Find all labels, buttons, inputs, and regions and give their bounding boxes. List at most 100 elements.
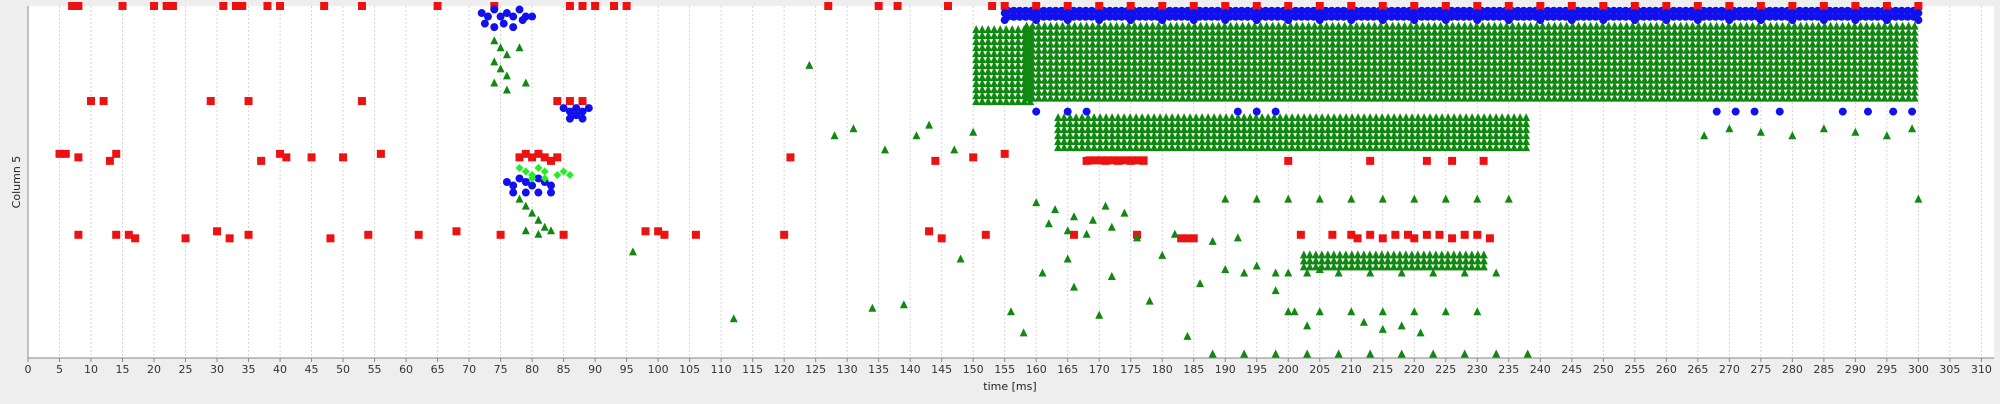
dense-point	[1252, 131, 1261, 140]
dense-point	[1166, 21, 1175, 30]
dense-point	[1574, 63, 1583, 72]
dense-point	[1574, 45, 1583, 54]
dense-point	[1556, 39, 1565, 48]
dense-point	[1148, 87, 1157, 96]
dense-point	[1766, 57, 1775, 66]
data-point	[515, 5, 524, 14]
dense-point	[1052, 93, 1061, 102]
dense-point	[1705, 6, 1714, 15]
dense-point	[1628, 63, 1637, 72]
dense-point	[1442, 51, 1451, 60]
dense-point	[1126, 119, 1135, 128]
dense-point	[1556, 93, 1565, 102]
dense-point	[1424, 21, 1433, 30]
dense-point	[1226, 45, 1235, 54]
dense-point	[1327, 6, 1336, 15]
dense-point	[1688, 27, 1697, 36]
dense-point	[1462, 113, 1471, 122]
dense-point	[1226, 33, 1235, 42]
dense-point	[1880, 81, 1889, 90]
dense-point	[1694, 87, 1703, 96]
dense-point	[1046, 45, 1055, 54]
dense-point	[1694, 51, 1703, 60]
dense-point	[1394, 63, 1403, 72]
data-point	[1070, 230, 1079, 239]
data-point	[950, 145, 959, 154]
dense-point	[1358, 63, 1367, 72]
data-point	[969, 127, 978, 136]
dense-point	[1814, 45, 1823, 54]
dense-point	[1412, 27, 1421, 36]
dense-point	[1396, 137, 1405, 146]
dense-point	[1156, 113, 1165, 122]
points-layer	[55, 2, 1923, 358]
dense-point	[1364, 81, 1373, 90]
x-tick-label: 285	[1813, 363, 1834, 376]
data-point	[1788, 131, 1797, 140]
dense-point	[1118, 87, 1127, 96]
dense-point	[1586, 57, 1595, 66]
dense-point	[1495, 6, 1504, 15]
data-point	[1221, 16, 1230, 25]
data-point	[1000, 9, 1009, 18]
dense-point	[1645, 6, 1654, 15]
dense-point	[1820, 69, 1829, 78]
dense-point	[1226, 21, 1235, 30]
data-point	[1101, 156, 1110, 165]
dense-point	[1766, 39, 1775, 48]
dense-point	[1034, 39, 1043, 48]
dense-point	[1268, 27, 1277, 36]
dense-point	[1144, 113, 1153, 122]
data-point	[1630, 2, 1639, 10]
dense-point	[1250, 21, 1259, 30]
dense-point	[1184, 45, 1193, 54]
dense-point	[1784, 51, 1793, 60]
data-point	[1284, 268, 1293, 277]
dense-point	[1664, 93, 1673, 102]
dense-point	[1520, 93, 1529, 102]
data-point	[1353, 234, 1362, 243]
dense-point	[972, 73, 981, 82]
dense-point	[1198, 131, 1207, 140]
dense-point	[1304, 87, 1313, 96]
dense-point	[1121, 156, 1130, 165]
dense-point	[1598, 81, 1607, 90]
dense-point	[1258, 131, 1267, 140]
dense-point	[1268, 21, 1277, 30]
dense-point	[1316, 81, 1325, 90]
dense-point	[1207, 6, 1216, 15]
dense-point	[1180, 137, 1189, 146]
dense-point	[1028, 21, 1037, 30]
dense-point	[1378, 125, 1387, 134]
dense-point	[1465, 6, 1474, 15]
dense-point	[1052, 51, 1061, 60]
dense-point	[1072, 143, 1081, 152]
dense-point	[1316, 57, 1325, 66]
dense-point	[1700, 51, 1709, 60]
data-point	[1063, 16, 1072, 25]
dense-point	[1544, 39, 1553, 48]
dense-point	[1544, 69, 1553, 78]
dense-point	[1514, 63, 1523, 72]
dense-point	[1076, 33, 1085, 42]
dense-point	[978, 43, 987, 52]
dense-point	[1886, 75, 1895, 84]
dense-point	[1442, 69, 1451, 78]
dense-point	[1124, 69, 1133, 78]
dense-point	[1408, 131, 1417, 140]
dense-point	[1228, 143, 1237, 152]
dense-point	[1066, 113, 1075, 122]
data-point	[1863, 107, 1872, 116]
dense-point	[1369, 12, 1378, 21]
dense-point	[1060, 119, 1069, 128]
dense-point	[1198, 137, 1207, 146]
dense-point	[1400, 33, 1409, 42]
dense-point	[1382, 87, 1391, 96]
dense-point	[1784, 63, 1793, 72]
dense-point	[1724, 51, 1733, 60]
dense-point	[1472, 45, 1481, 54]
dense-point	[1214, 21, 1223, 30]
dense-point	[1892, 57, 1901, 66]
dense-point	[1568, 27, 1577, 36]
x-tick-label: 5	[56, 363, 63, 376]
